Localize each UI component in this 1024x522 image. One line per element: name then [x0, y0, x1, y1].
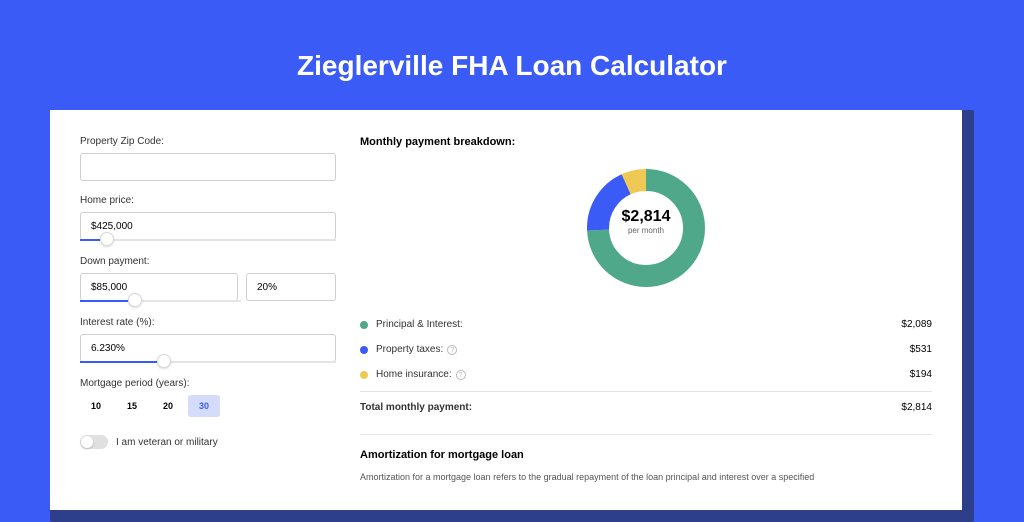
period-10[interactable]: 10 [80, 395, 112, 417]
down-amount-input[interactable] [80, 273, 238, 301]
info-icon[interactable]: ? [456, 370, 466, 380]
price-input[interactable] [80, 212, 336, 240]
zip-input[interactable] [80, 153, 336, 181]
amort-text: Amortization for a mortgage loan refers … [360, 471, 932, 485]
info-icon[interactable]: ? [447, 345, 457, 355]
down-slider[interactable] [80, 300, 241, 302]
rate-input[interactable] [80, 334, 336, 362]
veteran-toggle[interactable] [80, 435, 108, 449]
zip-label: Property Zip Code: [80, 136, 336, 147]
legend-total: Total monthly payment: $2,814 [360, 391, 932, 420]
veteran-label: I am veteran or military [116, 437, 218, 448]
donut-sub: per month [606, 226, 686, 235]
price-slider[interactable] [80, 239, 336, 241]
dot-icon [360, 371, 368, 379]
dot-icon [360, 346, 368, 354]
rate-slider[interactable] [80, 361, 336, 363]
period-15[interactable]: 15 [116, 395, 148, 417]
period-label: Mortgage period (years): [80, 378, 336, 389]
donut-value: $2,814 [606, 208, 686, 226]
page-title: Zieglerville FHA Loan Calculator [50, 50, 974, 82]
period-20[interactable]: 20 [152, 395, 184, 417]
form-panel: Property Zip Code: Home price: Down paym… [80, 136, 336, 510]
donut-chart: $2,814 per month [360, 164, 932, 292]
price-label: Home price: [80, 195, 336, 206]
calculator-card: Property Zip Code: Home price: Down paym… [50, 110, 962, 510]
legend-insurance: Home insurance:? $194 [360, 362, 932, 387]
legend-principal: Principal & Interest: $2,089 [360, 312, 932, 337]
amortization-section: Amortization for mortgage loan Amortizat… [360, 434, 932, 485]
rate-label: Interest rate (%): [80, 317, 336, 328]
down-pct-input[interactable] [246, 273, 336, 301]
legend-taxes: Property taxes:? $531 [360, 337, 932, 362]
period-options: 10 15 20 30 [80, 395, 336, 417]
dot-icon [360, 321, 368, 329]
down-label: Down payment: [80, 256, 336, 267]
period-30[interactable]: 30 [188, 395, 220, 417]
breakdown-panel: Monthly payment breakdown: $2,814 per mo… [360, 136, 932, 510]
amort-title: Amortization for mortgage loan [360, 449, 932, 461]
breakdown-title: Monthly payment breakdown: [360, 136, 932, 148]
